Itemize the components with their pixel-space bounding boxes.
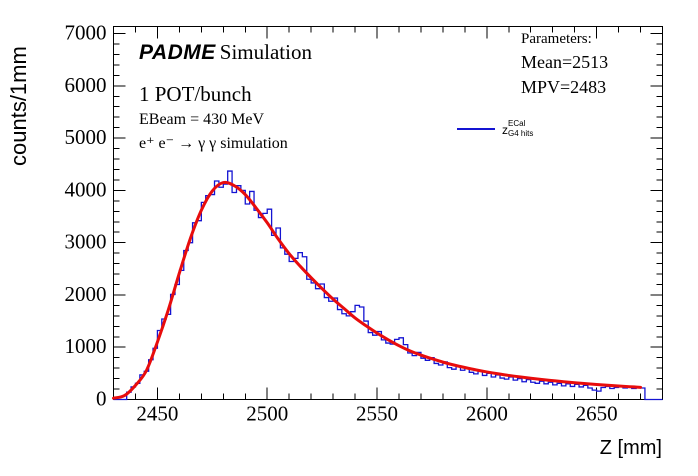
y-tick-label: 4000 — [65, 177, 107, 201]
y-tick-label: 0 — [96, 387, 107, 411]
legend: z ECal G4 hits — [457, 119, 533, 138]
x-tick-label: 2550 — [356, 402, 398, 426]
legend-label-subscript: G4 hits — [508, 128, 534, 138]
x-tick-label: 2650 — [576, 402, 618, 426]
plot-frame — [113, 26, 663, 400]
x-tick-label: 2450 — [136, 402, 178, 426]
parameters-header: Parameters: — [521, 31, 592, 47]
y-tick-label: 2000 — [65, 282, 107, 306]
x-tick-label: 2600 — [466, 402, 508, 426]
legend-label-superscript: ECal — [508, 119, 526, 128]
pot-label: 1 POT/bunch — [139, 82, 252, 106]
parameter-mpv: MPV=2483 — [521, 77, 607, 97]
parameter-mean: Mean=2513 — [521, 52, 609, 72]
parameters-box: Parameters: Mean=2513 MPV=2483 — [521, 32, 608, 103]
legend-line-sample — [457, 128, 495, 130]
fit-curve — [112, 180, 643, 400]
y-tick-label: 1000 — [65, 334, 107, 358]
process-label: e⁺ e⁻ → γ γ simulation — [139, 135, 288, 152]
legend-label-base: z — [502, 123, 508, 137]
y-tick-label: 7000 — [65, 21, 107, 45]
x-axis-title: Z [mm] — [599, 437, 662, 459]
histogram-line — [113, 170, 663, 401]
beam-energy-label: EBeam = 430 MeV — [139, 111, 264, 128]
y-axis-title: counts/1mm — [6, 46, 31, 166]
y-tick-label: 5000 — [65, 125, 107, 149]
legend-label-scripts: ECal G4 hits — [508, 119, 533, 138]
y-tick-label: 3000 — [65, 230, 107, 254]
plot-title: PADME Simulation — [139, 40, 312, 64]
y-tick-label: 6000 — [65, 73, 107, 97]
experiment-name: PADME — [139, 41, 216, 64]
x-tick-label: 2500 — [246, 402, 288, 426]
title-rest: Simulation — [219, 40, 312, 64]
